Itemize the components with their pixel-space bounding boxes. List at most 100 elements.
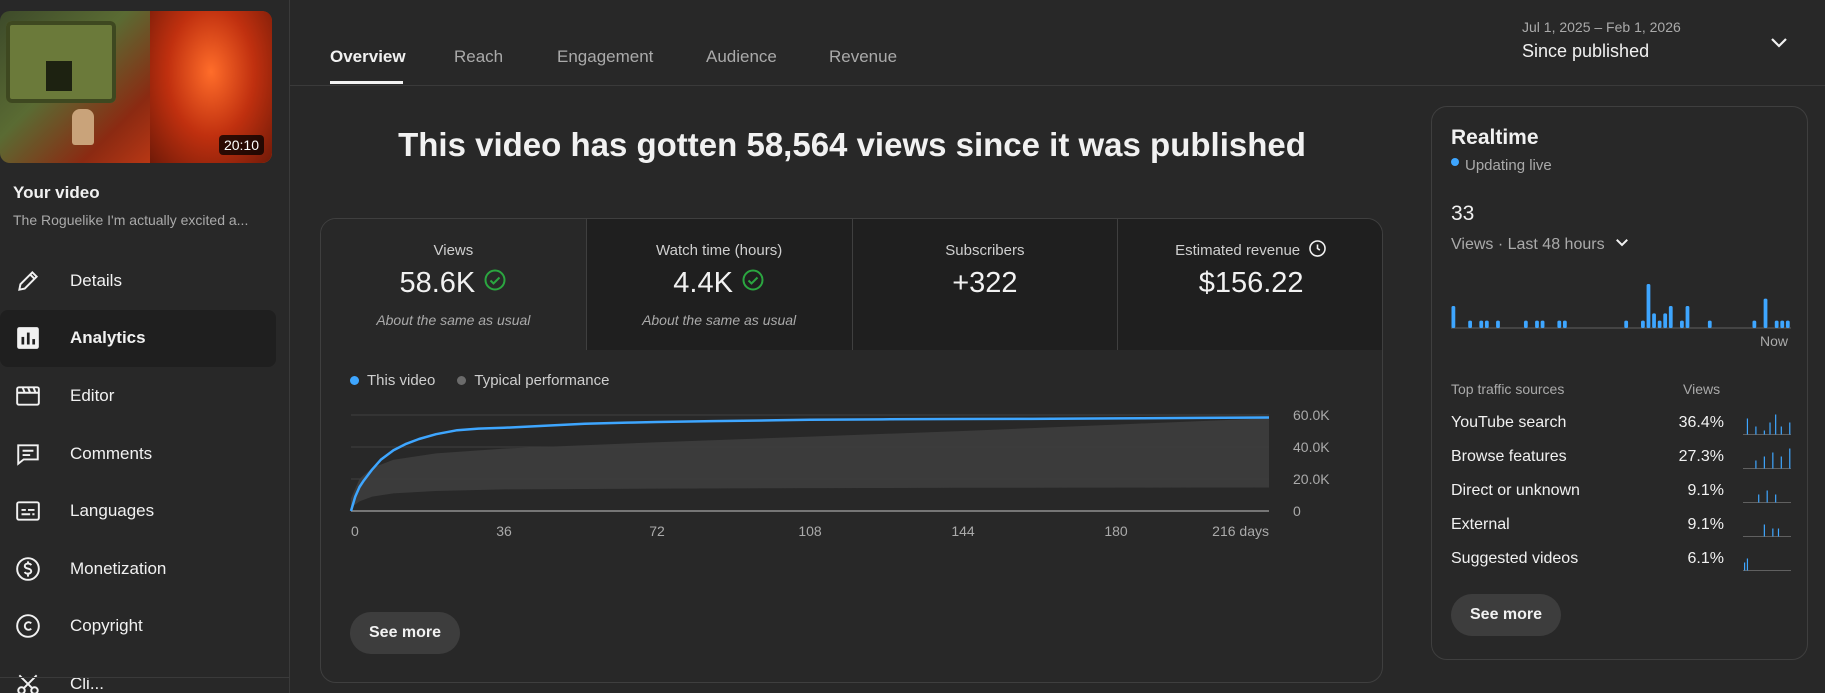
typical-performance-band: [351, 418, 1269, 508]
y-tick-label: 20.0K: [1293, 471, 1330, 487]
sidebar-item-monetization[interactable]: Monetization: [0, 540, 289, 598]
sidebar-item-label: Cli...: [70, 673, 104, 693]
duration-badge: 20:10: [218, 135, 264, 155]
sidebar-item-label: Analytics: [70, 328, 146, 348]
x-tick-label: 0: [351, 523, 359, 539]
legend-label: Typical performance: [474, 372, 610, 389]
sparkline-bar: [1763, 430, 1765, 435]
metric-value: 4.4K: [673, 267, 733, 299]
legend-this-video: This video: [350, 372, 435, 389]
sidebar-item-languages[interactable]: Languages: [0, 482, 289, 540]
traffic-source-pct: 9.1%: [1687, 482, 1724, 499]
sparkline-bar: [1789, 422, 1791, 435]
video-subtitle[interactable]: The Roguelike I'm actually excited a...: [13, 212, 249, 228]
realtime-bar: [1523, 320, 1528, 328]
realtime-bar: [1646, 284, 1651, 328]
realtime-bar-chart[interactable]: [1451, 267, 1791, 329]
clock-icon[interactable]: [1308, 239, 1327, 262]
sparkline-bar: [1763, 456, 1765, 469]
metric-value: $156.22: [1198, 267, 1304, 299]
sparkline-bar: [1746, 418, 1749, 435]
date-range-selector[interactable]: Jul 1, 2025 – Feb 1, 2026 Since publishe…: [1522, 19, 1681, 62]
sparkline-bar: [1755, 426, 1757, 435]
traffic-source-row: Direct or unknown 9.1%: [1451, 482, 1791, 503]
traffic-source-name: Suggested videos: [1451, 550, 1579, 567]
metric-views[interactable]: Views 58.6K About the same as usual: [321, 219, 587, 350]
realtime-bar: [1752, 320, 1757, 328]
sidebar-item-label: Monetization: [70, 558, 167, 578]
sidebar-item-comments[interactable]: Comments: [0, 425, 289, 483]
page-headline: This video has gotten 58,564 views since…: [398, 126, 1306, 163]
sidebar-item-label: Editor: [70, 385, 115, 405]
sidebar-item-clips[interactable]: Cli...: [0, 655, 289, 693]
realtime-bar: [1680, 320, 1684, 328]
y-tick-label: 0: [1293, 503, 1301, 519]
realtime-bar: [1668, 306, 1673, 328]
sidebar-item-editor[interactable]: Editor: [0, 367, 289, 425]
sparkline-bar: [1763, 524, 1765, 537]
metric-label: Views: [433, 241, 474, 259]
metric-note: About the same as usual: [376, 312, 531, 328]
chevron-down-icon: [1613, 233, 1631, 256]
sparkline-bar: [1780, 456, 1782, 469]
sidebar-item-copyright[interactable]: Copyright: [0, 598, 289, 656]
legend-label: This video: [367, 372, 436, 389]
date-range-dates: Jul 1, 2025 – Feb 1, 2026: [1522, 19, 1681, 35]
realtime-bar: [1496, 320, 1500, 328]
metric-watch-time[interactable]: Watch time (hours) 4.4K About the same a…: [586, 219, 853, 350]
chevron-down-icon[interactable]: [1767, 30, 1791, 59]
traffic-source-pct: 27.3%: [1678, 448, 1724, 465]
sparkline-bar: [1775, 494, 1777, 503]
check-circle-icon: [483, 267, 507, 300]
traffic-source-row: YouTube search 36.4%: [1451, 414, 1791, 435]
video-thumbnail[interactable]: 20:10: [0, 11, 272, 163]
sparkline-bar: [1769, 422, 1771, 435]
sidebar-item-analytics[interactable]: Analytics: [0, 309, 276, 368]
metric-subscribers[interactable]: Subscribers +322: [852, 219, 1119, 350]
date-range-label: Since published: [1522, 41, 1650, 61]
traffic-source-row: Suggested videos 6.1%: [1451, 550, 1791, 571]
sidebar-divider: [0, 677, 289, 678]
sidebar-item-details[interactable]: Details: [0, 252, 289, 310]
comment-icon: [14, 440, 42, 468]
metric-label: Subscribers: [945, 241, 1025, 259]
traffic-source-pct: 36.4%: [1678, 414, 1724, 431]
overview-card: Views 58.6K About the same as usual Watc…: [320, 218, 1383, 683]
tab-overview[interactable]: Overview: [330, 47, 406, 66]
thumbnail-art-character: [72, 109, 94, 145]
see-more-button[interactable]: See more: [350, 612, 461, 654]
x-tick-label: 108: [798, 523, 822, 539]
realtime-bar: [1663, 313, 1668, 328]
dollar-icon: [14, 555, 42, 583]
tab-engagement[interactable]: Engagement: [557, 47, 654, 66]
sparkline-bar: [1772, 528, 1774, 537]
sidebar-item-label: Comments: [70, 443, 153, 463]
realtime-bar: [1479, 320, 1484, 328]
tab-reach[interactable]: Reach: [454, 47, 504, 66]
sparkline-bar: [1777, 528, 1780, 537]
realtime-see-more-button[interactable]: See more: [1451, 594, 1562, 636]
realtime-period-selector[interactable]: Views · Last 48 hours: [1451, 233, 1631, 256]
realtime-now-label: Now: [1759, 333, 1788, 349]
metric-label: Estimated revenue: [1175, 241, 1301, 259]
sparkline-bar: [1775, 414, 1777, 435]
realtime-bar: [1763, 298, 1768, 328]
series-line-this-video: [349, 416, 1270, 512]
sidebar-item-label: Copyright: [70, 616, 143, 636]
traffic-source-name: Direct or unknown: [1451, 482, 1580, 499]
views-chart[interactable]: 0 20.0K 40.0K 60.0K 0 36 72 108 144 180 216 days: [321, 399, 1383, 619]
realtime-bar: [1540, 320, 1545, 328]
tab-revenue[interactable]: Revenue: [829, 47, 898, 66]
clapperboard-icon: [14, 382, 42, 410]
x-tick-label: 216 days: [1212, 523, 1269, 539]
metric-estimated-revenue[interactable]: Estimated revenue $156.22: [1118, 219, 1382, 350]
pencil-icon: [14, 267, 42, 295]
traffic-source-name: External: [1451, 516, 1510, 533]
sparkline-bar: [1744, 562, 1746, 571]
legend-typical: Typical performance: [457, 372, 609, 389]
sidebar-nav: Details Analytics Editor Comments Langua…: [0, 252, 289, 693]
sparkline-bar: [1772, 452, 1774, 469]
tab-audience[interactable]: Audience: [706, 47, 777, 66]
realtime-bar: [1774, 320, 1779, 328]
traffic-source-row: External 9.1%: [1451, 516, 1791, 537]
